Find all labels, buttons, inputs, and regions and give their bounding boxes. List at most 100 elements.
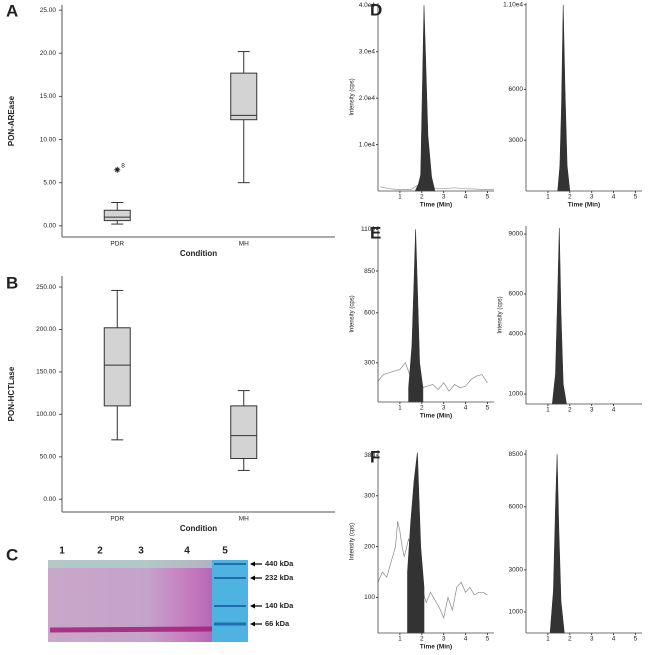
y-axis-label: Intensity (cps) bbox=[350, 295, 356, 332]
marker-label: 140 kDa bbox=[265, 601, 294, 610]
marker-label: 66 kDa bbox=[265, 619, 290, 628]
arrow-head bbox=[250, 561, 255, 567]
y-tick-label: 6000 bbox=[509, 86, 524, 93]
panel-letter: B bbox=[6, 273, 18, 292]
x-tick-label: 1 bbox=[546, 407, 550, 414]
lane-label: 4 bbox=[184, 546, 190, 557]
y-tick-label: 50.00 bbox=[40, 454, 57, 461]
y-tick-label: 0.00 bbox=[43, 223, 56, 230]
y-tick-label: 2.0e4 bbox=[359, 95, 376, 102]
x-axis-label: Time (Min) bbox=[568, 202, 600, 209]
x-tick-label: 5 bbox=[486, 636, 490, 643]
box bbox=[103, 209, 131, 222]
x-tick-label: 3 bbox=[442, 636, 446, 643]
y-tick-label: 5.00 bbox=[43, 179, 56, 186]
gel-panel: C bbox=[6, 545, 248, 642]
x-tick-label: 5 bbox=[486, 194, 490, 201]
x-tick-label: 3 bbox=[590, 194, 594, 201]
y-tick-label: 8500 bbox=[509, 451, 524, 458]
y-tick-label: 4.0e4 bbox=[359, 2, 376, 9]
y-tick-label: 250.00 bbox=[36, 284, 56, 291]
marker-lane bbox=[212, 560, 248, 642]
x-tick-label: 5 bbox=[634, 636, 638, 643]
panel-letter: A bbox=[6, 1, 18, 20]
y-tick-label: 3.0e4 bbox=[359, 48, 376, 55]
y-tick-label: 3000 bbox=[509, 137, 524, 144]
x-axis-label: Time (Min) bbox=[420, 644, 452, 651]
gel-edge bbox=[48, 560, 214, 568]
x-tick-label: 5 bbox=[486, 405, 490, 412]
x-tick-label: 1 bbox=[398, 636, 402, 643]
x-tick-label: PDR bbox=[110, 241, 124, 248]
y-tick-label: 1000 bbox=[509, 609, 524, 616]
y-axis-label: Intensity (cps) bbox=[350, 78, 356, 115]
marker-label: 440 kDa bbox=[265, 559, 294, 568]
x-tick-label: PDR bbox=[110, 516, 124, 523]
x-tick-label: 4 bbox=[612, 194, 616, 201]
x-tick-label: 3 bbox=[442, 194, 446, 201]
x-tick-label: 2 bbox=[568, 636, 572, 643]
lane-label: 2 bbox=[97, 546, 103, 557]
x-tick-label: MH bbox=[239, 516, 249, 523]
y-axis-label: Intensity (cps) bbox=[498, 296, 504, 333]
x-tick-label: 5 bbox=[634, 194, 638, 201]
x-tick-label: 4 bbox=[612, 636, 616, 643]
x-tick-label: 1 bbox=[398, 405, 402, 412]
y-tick-label: 9000 bbox=[509, 231, 524, 238]
arrow-head bbox=[250, 621, 255, 627]
panel-letter: E bbox=[370, 223, 381, 242]
y-tick-label: 20.00 bbox=[40, 50, 57, 57]
y-tick-label: 300 bbox=[364, 492, 375, 499]
peak-area bbox=[414, 5, 436, 192]
outlier-label: 8 bbox=[121, 162, 125, 169]
x-tick-label: 4 bbox=[464, 194, 468, 201]
y-tick-label: 600 bbox=[364, 309, 375, 316]
x-tick-label: 1 bbox=[546, 194, 550, 201]
y-axis-label: PON-HCTLase bbox=[7, 366, 16, 421]
arrow-head bbox=[250, 575, 255, 581]
y-tick-label: 15.00 bbox=[40, 93, 57, 100]
y-tick-label: 3000 bbox=[509, 567, 524, 574]
box bbox=[103, 327, 131, 407]
x-tick-label: 1 bbox=[546, 636, 550, 643]
x-tick-label: 1 bbox=[398, 194, 402, 201]
x-axis-label: Time (Min) bbox=[420, 202, 452, 209]
x-tick-label: MH bbox=[239, 241, 249, 248]
x-tick-label: 3 bbox=[590, 636, 594, 643]
x-axis-label: Time (Min) bbox=[420, 413, 452, 420]
y-tick-label: 1100 bbox=[361, 226, 375, 233]
y-tick-label: 200.00 bbox=[36, 326, 56, 333]
y-tick-label: 10.00 bbox=[40, 136, 57, 143]
box bbox=[230, 72, 258, 121]
x-tick-label: 4 bbox=[612, 407, 616, 414]
peak-area bbox=[557, 4, 571, 192]
panel-letter: F bbox=[370, 447, 380, 466]
x-tick-label: 4 bbox=[464, 636, 468, 643]
lane-label: 3 bbox=[138, 546, 144, 557]
x-tick-label: 2 bbox=[420, 405, 424, 412]
trace-line bbox=[380, 176, 494, 190]
y-tick-label: 4000 bbox=[509, 331, 524, 338]
x-tick-label: 2 bbox=[420, 194, 424, 201]
trace-line bbox=[377, 362, 488, 392]
x-tick-label: 2 bbox=[420, 636, 424, 643]
marker-label: 232 kDa bbox=[265, 573, 294, 582]
lane-label: 1 bbox=[59, 546, 65, 557]
peak-area bbox=[549, 454, 565, 634]
panel-letter: D bbox=[370, 0, 382, 19]
y-tick-label: 6000 bbox=[509, 504, 524, 511]
peak-area bbox=[407, 452, 425, 634]
x-tick-label: 2 bbox=[568, 194, 572, 201]
x-tick-label: 3 bbox=[590, 407, 594, 414]
y-tick-label: 1.0e4 bbox=[359, 141, 376, 148]
arrow-head bbox=[250, 603, 255, 609]
x-axis-label: Condition bbox=[180, 524, 217, 533]
x-tick-label: 4 bbox=[464, 405, 468, 412]
y-tick-label: 850 bbox=[364, 268, 375, 275]
y-tick-label: 25.00 bbox=[40, 7, 57, 14]
y-axis-label: PON-AREase bbox=[7, 95, 16, 146]
box bbox=[230, 405, 258, 460]
y-tick-label: 0.00 bbox=[43, 496, 56, 503]
x-tick-label: 3 bbox=[442, 405, 446, 412]
